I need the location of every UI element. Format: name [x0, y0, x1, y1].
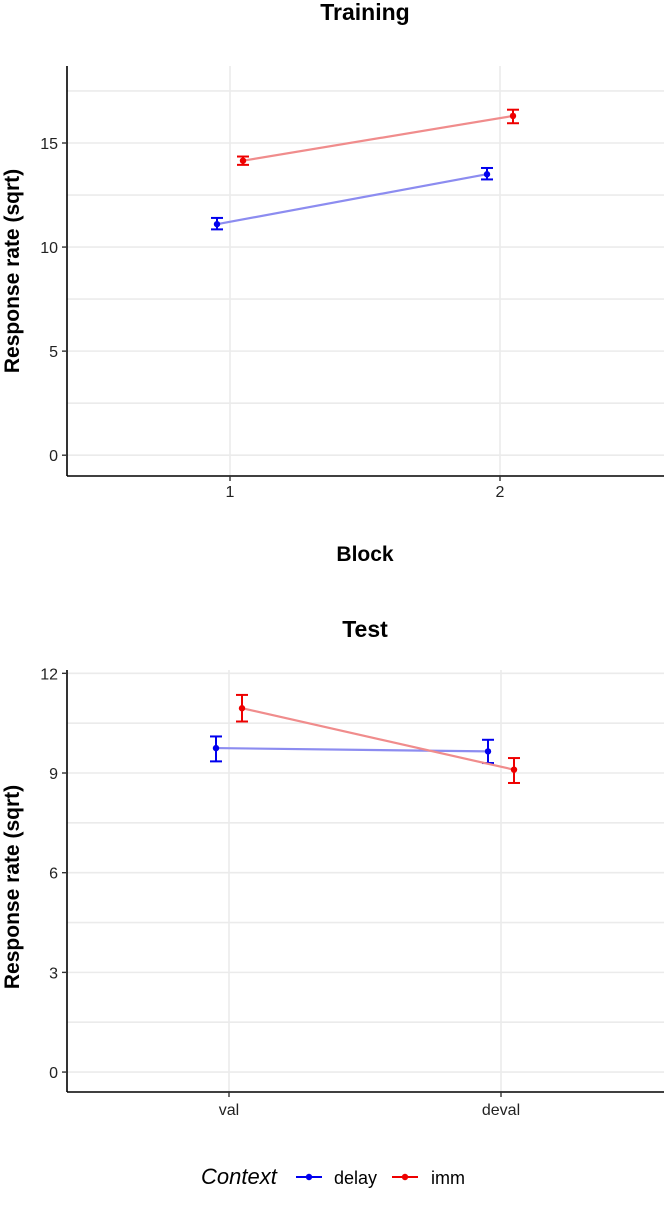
- training-point-imm: [509, 112, 517, 120]
- legend-key-point: [401, 1173, 409, 1181]
- test-y-tick-label: 12: [40, 666, 58, 683]
- training-point-imm: [239, 157, 247, 164]
- test-y-tick-label: 6: [49, 866, 58, 883]
- legend-item-delay: delay: [296, 1168, 377, 1188]
- training-y-tick-label: 10: [40, 240, 58, 257]
- legend-label: imm: [431, 1168, 465, 1188]
- test-y-tick-label: 9: [49, 766, 58, 783]
- legend-label: delay: [334, 1168, 377, 1188]
- test-y-tick-label: 0: [49, 1065, 58, 1082]
- training-y-tick-label: 15: [40, 136, 58, 153]
- training-y-tick-label: 0: [49, 448, 58, 465]
- training-title: Training: [320, 0, 409, 25]
- test-point-imm: [510, 766, 518, 773]
- training-point-delay: [483, 171, 491, 178]
- legend: Context delay imm: [201, 1164, 465, 1189]
- training-x-tick-label: 2: [496, 484, 505, 501]
- test-point-delay: [212, 744, 220, 752]
- training-point-delay: [213, 220, 221, 228]
- training-x-axis-title: Block: [336, 543, 394, 566]
- training-y-tick-label: 5: [49, 344, 58, 361]
- test-point-delay: [484, 748, 492, 755]
- test-point-imm: [238, 705, 246, 712]
- legend-key-point: [305, 1173, 313, 1181]
- test-x-tick-label: val: [219, 1102, 239, 1119]
- test-y-tick-label: 3: [49, 965, 58, 982]
- test-panel: Test 0 3 6 9 12 val deval Response rate (sqrt): [1, 616, 664, 1119]
- test-y-axis-title: Response rate (sqrt): [1, 785, 24, 989]
- training-y-axis-title: Response rate (sqrt): [1, 169, 24, 373]
- test-title: Test: [342, 616, 388, 642]
- test-series-line-delay: [215, 746, 489, 753]
- test-x-tick-label: deval: [482, 1102, 520, 1119]
- training-x-tick-label: 1: [226, 484, 235, 501]
- legend-title: Context: [201, 1164, 278, 1189]
- training-series-line-imm: [242, 114, 514, 162]
- training-series-line-delay: [216, 173, 488, 226]
- legend-item-imm: imm: [392, 1168, 465, 1188]
- test-series-line-imm: [241, 707, 515, 771]
- training-panel: Training 0 5 10 15 1 2 Block Response rate (s…: [1, 0, 664, 566]
